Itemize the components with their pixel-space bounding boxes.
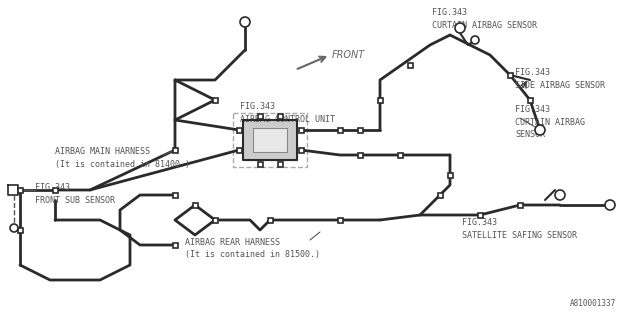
Polygon shape (298, 127, 303, 132)
Polygon shape (438, 193, 442, 197)
Polygon shape (397, 153, 403, 157)
Polygon shape (358, 127, 362, 132)
Text: A810001337: A810001337 (570, 299, 616, 308)
Polygon shape (477, 212, 483, 218)
Polygon shape (52, 188, 58, 193)
Polygon shape (243, 120, 297, 160)
Polygon shape (278, 114, 282, 118)
Polygon shape (337, 218, 342, 222)
Polygon shape (173, 148, 177, 153)
Circle shape (10, 224, 18, 232)
Circle shape (240, 17, 250, 27)
Text: AIRBAG MAIN HARNESS
(It is contained in 81400.): AIRBAG MAIN HARNESS (It is contained in … (55, 147, 190, 169)
Text: FIG.343
SATELLITE SAFING SENSOR: FIG.343 SATELLITE SAFING SENSOR (462, 218, 577, 239)
Polygon shape (268, 218, 273, 222)
Text: FIG.343
CURTAIN AIRBAG
SENSOR: FIG.343 CURTAIN AIRBAG SENSOR (515, 105, 585, 139)
Circle shape (605, 200, 615, 210)
Polygon shape (527, 98, 532, 102)
Polygon shape (173, 193, 177, 197)
Polygon shape (358, 153, 362, 157)
Polygon shape (378, 98, 383, 102)
Polygon shape (237, 148, 241, 153)
Text: FIG.343
FRONT SUB SENSOR: FIG.343 FRONT SUB SENSOR (35, 183, 115, 204)
Polygon shape (212, 218, 218, 222)
Circle shape (455, 23, 465, 33)
Polygon shape (193, 203, 198, 207)
Polygon shape (237, 127, 241, 132)
Text: FIG.343
SIDE AIRBAG SENSOR: FIG.343 SIDE AIRBAG SENSOR (515, 68, 605, 90)
Polygon shape (257, 114, 262, 118)
Polygon shape (508, 73, 513, 77)
Polygon shape (253, 128, 287, 152)
Text: FRONT: FRONT (332, 50, 365, 60)
Polygon shape (298, 148, 303, 153)
Text: FIG.343
CURTAIN AIRBAG SENSOR: FIG.343 CURTAIN AIRBAG SENSOR (432, 8, 537, 29)
Text: AIRBAG REAR HARNESS
(It is contained in 81500.): AIRBAG REAR HARNESS (It is contained in … (185, 238, 320, 260)
Circle shape (555, 190, 565, 200)
Polygon shape (518, 203, 522, 207)
Polygon shape (447, 172, 452, 178)
Polygon shape (17, 188, 22, 193)
Polygon shape (278, 162, 282, 166)
Polygon shape (173, 243, 177, 247)
Polygon shape (337, 127, 342, 132)
Polygon shape (408, 62, 413, 68)
Polygon shape (17, 228, 22, 233)
Polygon shape (212, 98, 218, 102)
Circle shape (535, 125, 545, 135)
Polygon shape (257, 162, 262, 166)
Circle shape (471, 36, 479, 44)
Text: FIG.343
AIRBAG CONTROL UNIT: FIG.343 AIRBAG CONTROL UNIT (240, 102, 335, 124)
